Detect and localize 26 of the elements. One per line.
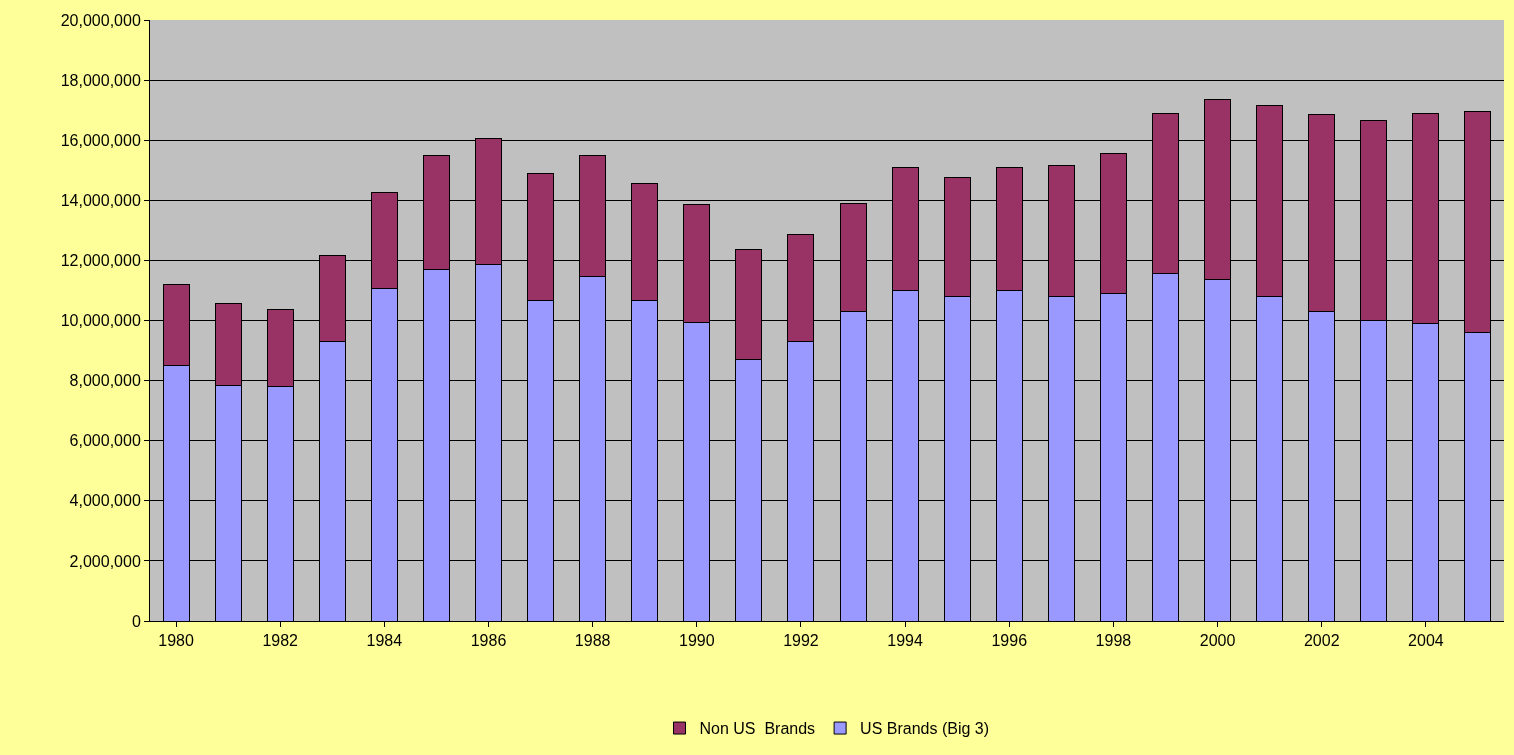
y-tick-label: 12,000,000 [60, 252, 141, 269]
x-tick-label: 1994 [887, 632, 924, 650]
y-tick-label: 14,000,000 [60, 191, 141, 209]
x-tick-label: 1986 [470, 632, 507, 650]
legend-label: Non US Brands [699, 720, 816, 738]
x-tick-label: 1982 [262, 632, 299, 650]
x-tick-label: 1996 [991, 632, 1028, 650]
x-tick-label: 1984 [366, 632, 403, 650]
y-tick-label: 8,000,000 [69, 372, 141, 390]
legend-label: US Brands (Big 3) [860, 720, 990, 738]
y-tick-label: 2,000,000 [69, 552, 141, 570]
x-tick-label: 1980 [158, 632, 194, 650]
y-tick-label: 0 [131, 612, 141, 630]
y-tick-label: 20,000,000 [60, 11, 141, 29]
y-tick-label: 4,000,000 [69, 492, 141, 510]
x-tick-label: 1988 [574, 632, 611, 650]
y-tick-label: 18,000,000 [60, 71, 141, 89]
x-tick-label: 1992 [783, 632, 819, 650]
y-tick-label: 6,000,000 [69, 432, 141, 450]
x-tick-label: 2004 [1408, 632, 1444, 650]
x-tick-label: 2002 [1303, 632, 1340, 650]
x-tick-label: 1998 [1095, 632, 1132, 650]
y-tick-label: 10,000,000 [60, 312, 141, 330]
x-tick-label: 2000 [1199, 632, 1236, 650]
x-tick-label: 1990 [679, 632, 715, 650]
y-tick-label: 16,000,000 [60, 131, 141, 149]
